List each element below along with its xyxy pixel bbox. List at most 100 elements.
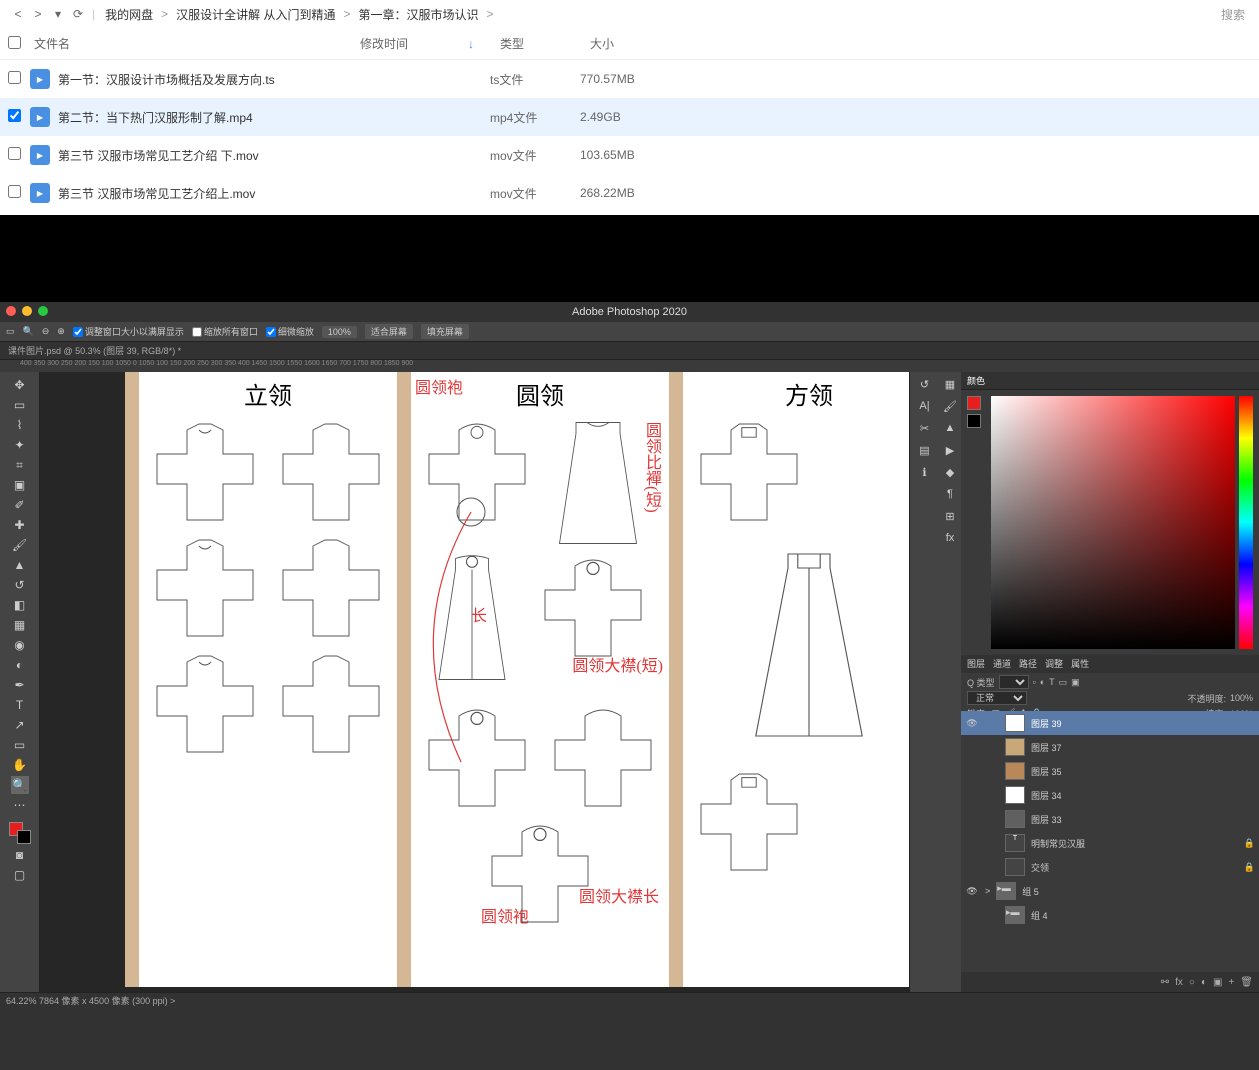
lasso-tool[interactable]: ⌇ bbox=[11, 416, 29, 434]
breadcrumb-2[interactable]: 第一章：汉服市场认识 bbox=[353, 6, 485, 23]
heal-tool[interactable]: ✚ bbox=[11, 516, 29, 534]
layer-row[interactable]: 交领 🔒 bbox=[961, 855, 1259, 879]
marquee-tool[interactable]: ▭ bbox=[11, 396, 29, 414]
filter-smart-icon[interactable]: ▣ bbox=[1071, 677, 1080, 688]
zoom-in-icon[interactable]: ⊕ bbox=[57, 326, 65, 337]
brushes-icon[interactable]: 🖌 bbox=[942, 398, 958, 414]
properties-tab[interactable]: 属性 bbox=[1071, 657, 1089, 671]
layer-row[interactable]: 👁 图层 39 bbox=[961, 711, 1259, 735]
filter-shape-icon[interactable]: ▭ bbox=[1059, 677, 1068, 688]
file-row[interactable]: 第一节：汉服设计市场概括及发展方向.ts ts文件 770.57MB bbox=[0, 60, 1259, 98]
zoom-tool[interactable]: 🔍 bbox=[11, 776, 29, 794]
type-tool[interactable]: T bbox=[11, 696, 29, 714]
shapes-icon[interactable]: ◆ bbox=[942, 464, 958, 480]
color-field[interactable] bbox=[991, 396, 1235, 649]
canvas-area[interactable]: 立领 圆领袍 圆领 圆领比襌(短) bbox=[40, 372, 909, 992]
layer-row[interactable]: 图层 33 bbox=[961, 807, 1259, 831]
filter-pixel-icon[interactable]: ▫ bbox=[1033, 677, 1036, 687]
history-brush-tool[interactable]: ↺ bbox=[11, 576, 29, 594]
scrubby-zoom-checkbox[interactable]: 细微缩放 bbox=[266, 325, 314, 338]
row-checkbox[interactable] bbox=[8, 185, 21, 198]
zoom-all-checkbox[interactable]: 缩放所有窗口 bbox=[192, 325, 258, 338]
adjust-icon[interactable]: ◐ bbox=[1201, 977, 1207, 988]
fg-swatch[interactable] bbox=[967, 396, 981, 410]
path-tool[interactable]: ↗ bbox=[11, 716, 29, 734]
more-tools[interactable]: ⋯ bbox=[11, 796, 29, 814]
document-tab[interactable]: 课件图片.psd @ 50.3% (图层 39, RGB/8*) * bbox=[0, 342, 1259, 360]
color-tab[interactable]: 颜色 bbox=[967, 374, 985, 387]
filter-adjust-icon[interactable]: ◐ bbox=[1040, 677, 1045, 687]
quickmask-tool[interactable]: ◙ bbox=[11, 846, 29, 864]
layer-row[interactable]: 图层 34 bbox=[961, 783, 1259, 807]
gradient-tool[interactable]: ▦ bbox=[11, 616, 29, 634]
kind-select[interactable] bbox=[999, 675, 1029, 689]
layer-row[interactable]: ▸▬ 组 4 bbox=[961, 903, 1259, 927]
select-all-checkbox[interactable] bbox=[8, 36, 21, 49]
crop-tool[interactable]: ⌗ bbox=[11, 456, 29, 474]
dodge-tool[interactable]: ◐ bbox=[11, 656, 29, 674]
search-input[interactable]: 搜索 bbox=[1221, 6, 1251, 23]
bg-swatch[interactable] bbox=[967, 414, 981, 428]
file-row[interactable]: 第三节 汉服市场常见工艺介绍 下.mov mov文件 103.65MB bbox=[0, 136, 1259, 174]
scissors-icon[interactable]: ✂ bbox=[917, 420, 933, 436]
visibility-toggle[interactable]: 👁 bbox=[965, 886, 979, 897]
back-button[interactable]: < bbox=[8, 7, 28, 21]
row-checkbox[interactable] bbox=[8, 147, 21, 160]
expand-icon[interactable]: > bbox=[985, 886, 990, 896]
dropdown-button[interactable]: ▾ bbox=[48, 7, 68, 21]
pen-tool[interactable]: ✒ bbox=[11, 676, 29, 694]
history-icon[interactable]: ↺ bbox=[917, 376, 933, 392]
fill-screen-button[interactable]: 填充屏幕 bbox=[421, 324, 469, 339]
color-picker[interactable] bbox=[961, 390, 1259, 655]
new-layer-icon[interactable]: + bbox=[1228, 977, 1234, 988]
styles-icon[interactable]: fx bbox=[942, 530, 958, 546]
header-size[interactable]: 大小 bbox=[590, 35, 680, 52]
swatches-icon[interactable]: ▦ bbox=[942, 376, 958, 392]
eraser-tool[interactable]: ◧ bbox=[11, 596, 29, 614]
file-row[interactable]: 第三节 汉服市场常见工艺介绍上.mov mov文件 268.22MB bbox=[0, 174, 1259, 212]
filter-type-icon[interactable]: T bbox=[1049, 677, 1055, 687]
layer-row[interactable]: T 明制常见汉服 🔒 bbox=[961, 831, 1259, 855]
delete-icon[interactable]: 🗑 bbox=[1240, 977, 1253, 988]
hand-tool[interactable]: ✋ bbox=[11, 756, 29, 774]
blend-mode-select[interactable]: 正常 bbox=[967, 691, 1027, 705]
breadcrumb-1[interactable]: 汉服设计全讲解 从入门到精通 bbox=[170, 6, 341, 23]
refresh-button[interactable]: ⟳ bbox=[68, 7, 88, 21]
fx-icon[interactable]: fx bbox=[1175, 977, 1183, 988]
header-type[interactable]: 类型 bbox=[500, 35, 590, 52]
screenmode-tool[interactable]: ▢ bbox=[11, 866, 29, 884]
move-tool[interactable]: ✥ bbox=[11, 376, 29, 394]
home-icon[interactable]: ▭ bbox=[6, 326, 15, 337]
resize-window-checkbox[interactable]: 调整窗口大小以满屏显示 bbox=[73, 325, 184, 338]
paragraph-icon[interactable]: ¶ bbox=[942, 486, 958, 502]
shape-tool[interactable]: ▭ bbox=[11, 736, 29, 754]
eyedropper-tool[interactable]: ✐ bbox=[11, 496, 29, 514]
breadcrumb-root[interactable]: 我的网盘 bbox=[99, 6, 159, 23]
row-checkbox[interactable] bbox=[8, 109, 21, 122]
layer-row[interactable]: 👁 > ▸▬ 组 5 bbox=[961, 879, 1259, 903]
zoom-tool-icon[interactable]: 🔍 bbox=[23, 326, 34, 337]
zoom-out-icon[interactable]: ⊖ bbox=[42, 326, 50, 337]
file-row[interactable]: 第二节：当下热门汉服形制了解.mp4 mp4文件 2.49GB bbox=[0, 98, 1259, 136]
opacity-value[interactable]: 100% bbox=[1230, 693, 1253, 703]
forward-button[interactable]: > bbox=[28, 7, 48, 21]
minimize-button[interactable] bbox=[22, 306, 32, 316]
brush-tool[interactable]: 🖌 bbox=[11, 536, 29, 554]
clone-icon[interactable]: ▲ bbox=[942, 420, 958, 436]
layers-tab[interactable]: 图层 bbox=[967, 657, 985, 671]
hue-slider[interactable] bbox=[1239, 396, 1253, 649]
row-checkbox[interactable] bbox=[8, 71, 21, 84]
group-icon[interactable]: ▣ bbox=[1213, 977, 1222, 988]
frame-tool[interactable]: ▣ bbox=[11, 476, 29, 494]
mask-icon[interactable]: ○ bbox=[1189, 977, 1195, 988]
navigator-icon[interactable]: ⊞ bbox=[942, 508, 958, 524]
zoom-100-button[interactable]: 100% bbox=[322, 326, 357, 338]
link-icon[interactable]: ⚯ bbox=[1161, 977, 1169, 988]
wand-tool[interactable]: ✦ bbox=[11, 436, 29, 454]
header-date[interactable]: 修改时间↓ bbox=[360, 35, 500, 52]
color-swatches[interactable] bbox=[9, 822, 31, 844]
channels-tab[interactable]: 通道 bbox=[993, 657, 1011, 671]
align-icon[interactable]: ▤ bbox=[917, 442, 933, 458]
fit-screen-button[interactable]: 适合屏幕 bbox=[365, 324, 413, 339]
paths-tab[interactable]: 路径 bbox=[1019, 657, 1037, 671]
